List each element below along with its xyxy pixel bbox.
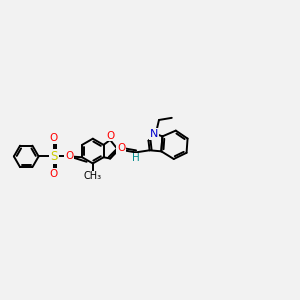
Text: O: O [50,169,58,179]
Text: O: O [106,131,115,141]
Text: CH₃: CH₃ [84,172,102,182]
Text: O: O [65,152,74,161]
Text: O: O [117,143,125,153]
Text: S: S [50,150,58,163]
Text: O: O [50,134,58,143]
Text: H: H [132,153,140,164]
Text: N: N [149,129,158,139]
